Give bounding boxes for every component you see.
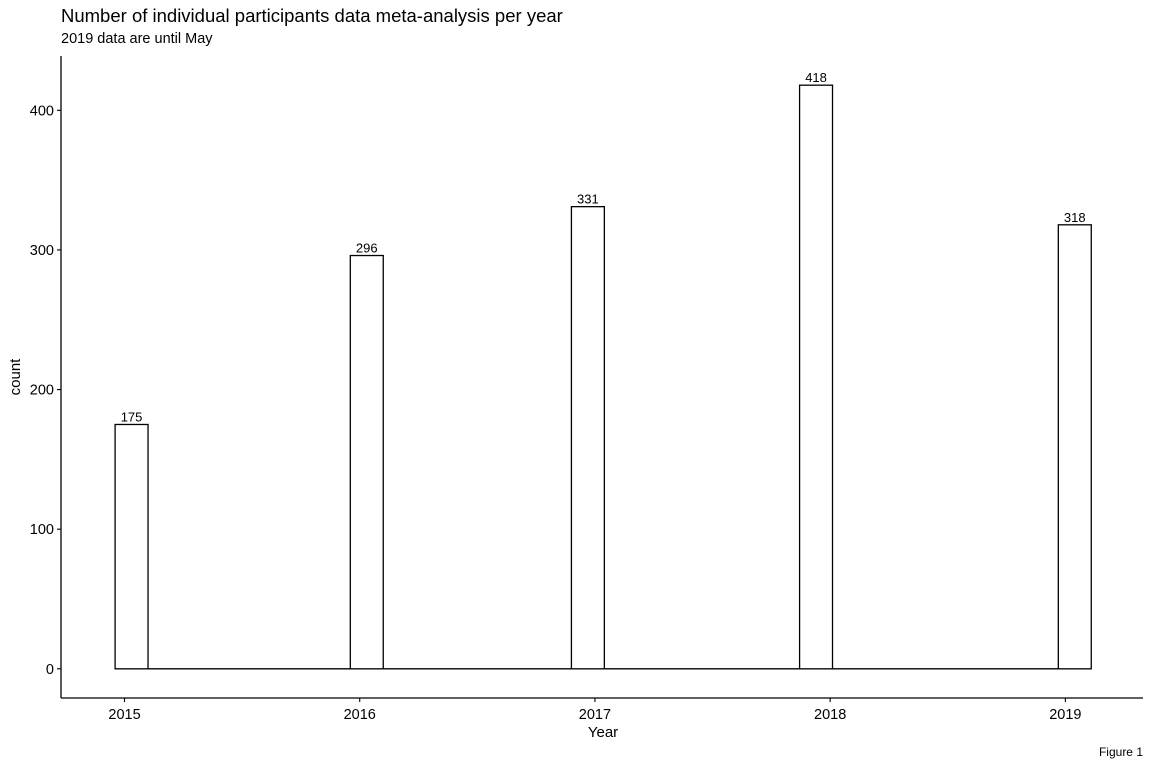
x-tick-label-2017: 2017 (579, 707, 611, 723)
bars-layer (114, 84, 1092, 670)
histogram-bar-2019 (1057, 224, 1092, 670)
y-axis-title: count (7, 358, 24, 396)
data-labels-layer: 175 296 331 418 318 (121, 70, 1086, 424)
histogram-bar-2016 (349, 254, 384, 670)
histogram-bar-2015 (114, 423, 149, 670)
chart-subtitle: 2019 data are until May (61, 31, 213, 47)
bar-value-label-2017: 331 (577, 192, 599, 207)
histogram-bar-2018 (798, 84, 834, 670)
y-tick-label-0: 0 (46, 662, 54, 678)
bar-value-label-2019: 318 (1064, 210, 1086, 225)
histogram-bar-2017 (570, 206, 606, 670)
x-axis-title: Year (588, 724, 618, 741)
x-tick-label-2019: 2019 (1049, 707, 1081, 723)
x-tick-label-2018: 2018 (814, 707, 846, 723)
bar-value-label-2018: 418 (805, 70, 827, 85)
y-tick-label-300: 300 (30, 243, 54, 259)
y-tick-label-200: 200 (30, 383, 54, 399)
axes-layer: 0 100 200 300 400 2015 2016 2017 2018 2019 (30, 56, 1143, 723)
y-tick-label-100: 100 (30, 522, 54, 538)
y-tick-label-400: 400 (30, 103, 54, 119)
bar-value-label-2015: 175 (121, 409, 143, 424)
x-tick-label-2016: 2016 (344, 707, 376, 723)
x-tick-label-2015: 2015 (108, 707, 140, 723)
figure-caption: Figure 1 (1098, 745, 1143, 759)
chart-title: Number of individual participants data m… (61, 5, 563, 26)
bar-value-label-2016: 296 (356, 241, 378, 256)
